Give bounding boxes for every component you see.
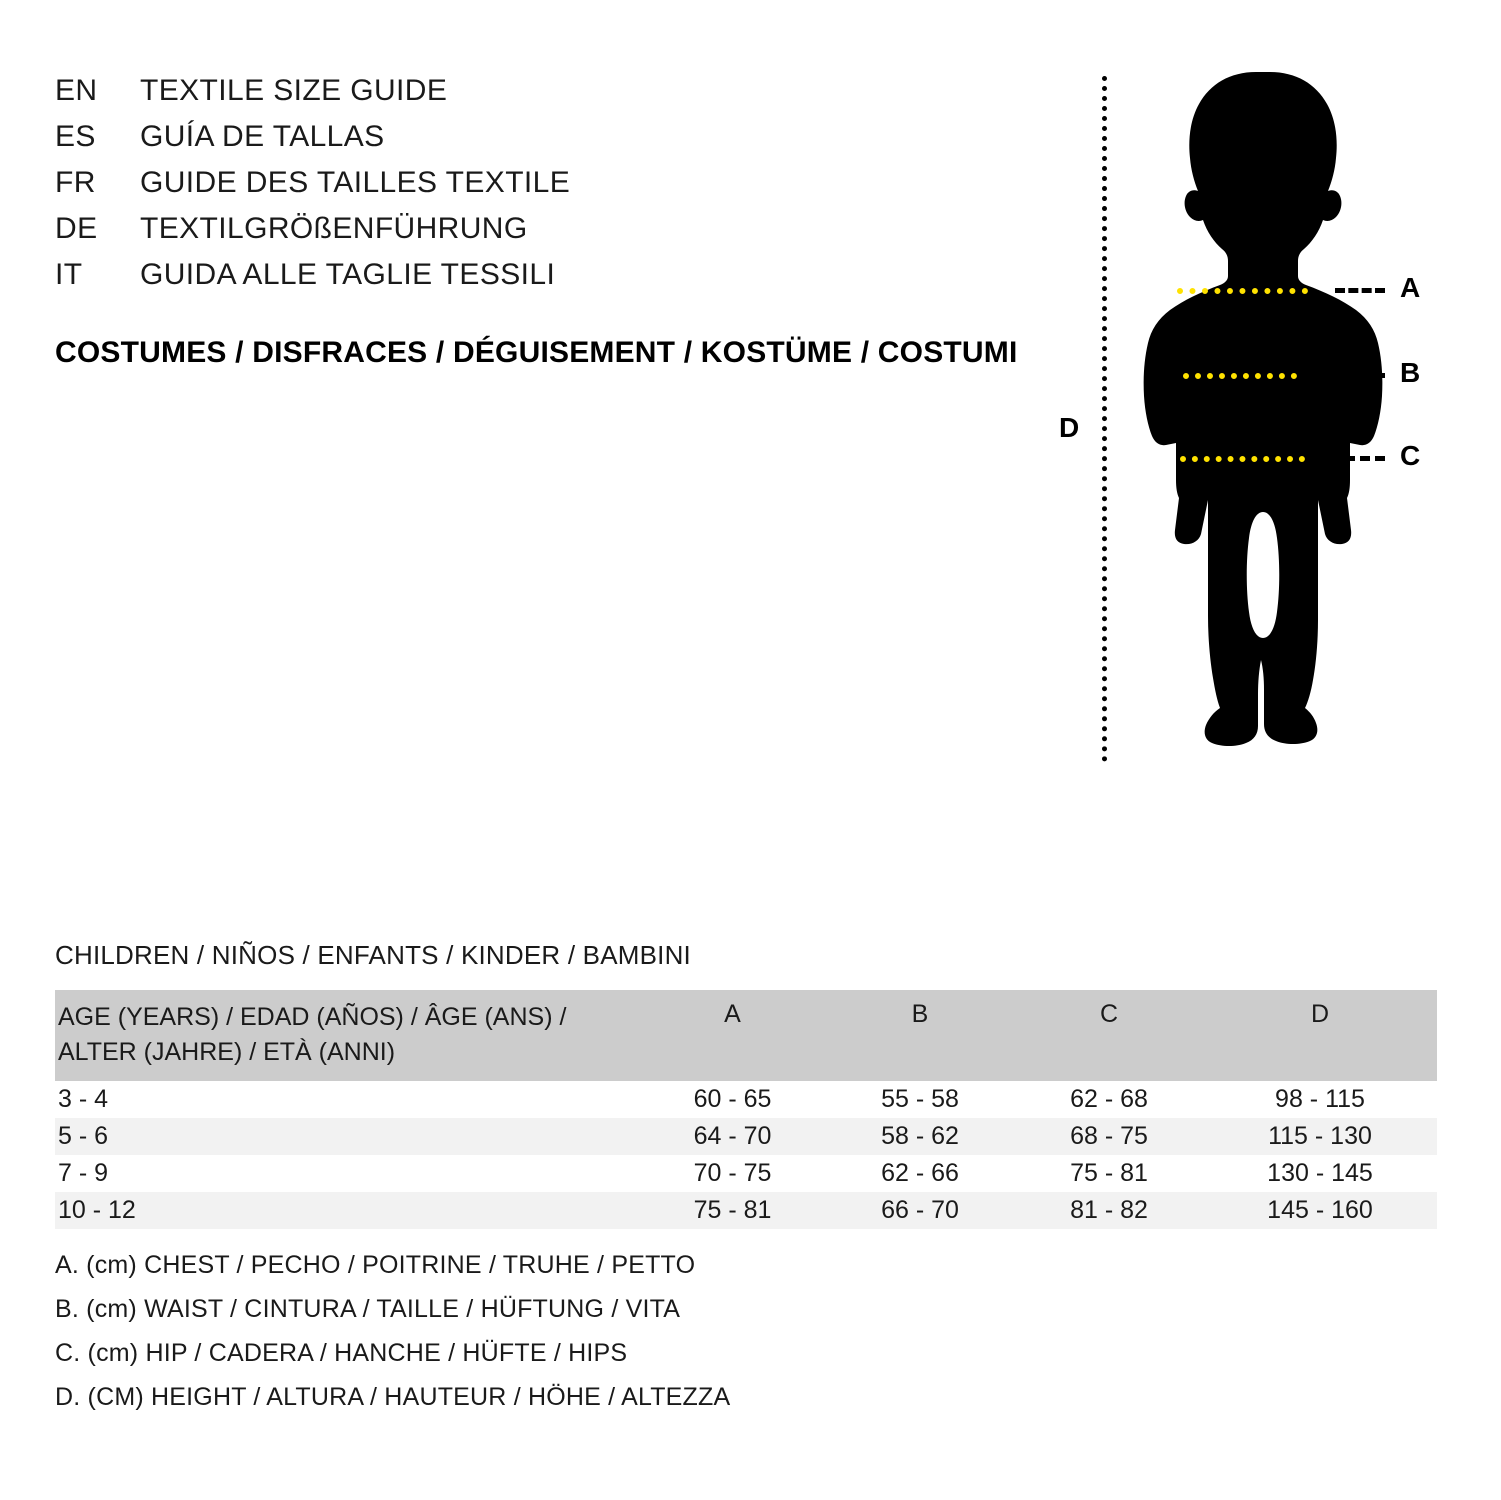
column-header-c: C bbox=[1015, 990, 1203, 1081]
cell-height: 115 - 130 bbox=[1203, 1118, 1437, 1155]
cell-chest: 64 - 70 bbox=[640, 1118, 825, 1155]
chest-leader-line bbox=[1335, 288, 1385, 293]
measurement-legend: A. (cm) CHEST / PECHO / POITRINE / TRUHE… bbox=[55, 1251, 815, 1427]
cell-waist: 58 - 62 bbox=[825, 1118, 1015, 1155]
waist-leader-line bbox=[1330, 373, 1385, 378]
cell-hip: 75 - 81 bbox=[1015, 1155, 1203, 1192]
table-header: AGE (YEARS) / EDAD (AÑOS) / ÂGE (ANS) / … bbox=[55, 990, 1437, 1081]
table-header-row: AGE (YEARS) / EDAD (AÑOS) / ÂGE (ANS) / … bbox=[55, 990, 1437, 1081]
language-header-block: EN TEXTILE SIZE GUIDE ES GUÍA DE TALLAS … bbox=[55, 74, 675, 304]
language-code-en: EN bbox=[55, 74, 98, 107]
cell-height: 145 - 160 bbox=[1203, 1192, 1437, 1229]
cell-waist: 55 - 58 bbox=[825, 1081, 1015, 1118]
language-code-fr: FR bbox=[55, 166, 96, 199]
language-code-es: ES bbox=[55, 120, 96, 153]
chest-measure-line bbox=[1177, 288, 1308, 294]
height-reference-line bbox=[1102, 76, 1107, 762]
language-row-de: DE TEXTILGRÖßENFÜHRUNG bbox=[55, 212, 675, 258]
marker-label-b: B bbox=[1400, 357, 1421, 388]
table-row: 10 - 12 75 - 81 66 - 70 81 - 82 145 - 16… bbox=[55, 1192, 1437, 1229]
marker-label-a: A bbox=[1400, 272, 1421, 303]
language-text-es: GUÍA DE TALLAS bbox=[140, 120, 385, 153]
language-text-de: TEXTILGRÖßENFÜHRUNG bbox=[140, 212, 528, 245]
hip-measure-line bbox=[1180, 456, 1305, 462]
table-row: 7 - 9 70 - 75 62 - 66 75 - 81 130 - 145 bbox=[55, 1155, 1437, 1192]
language-row-it: IT GUIDA ALLE TAGLIE TESSILI bbox=[55, 258, 675, 304]
language-code-it: IT bbox=[55, 258, 83, 291]
legend-item-b: B. (cm) WAIST / CINTURA / TAILLE / HÜFTU… bbox=[55, 1295, 681, 1323]
cell-age: 5 - 6 bbox=[55, 1118, 640, 1155]
table-row: 5 - 6 64 - 70 58 - 62 68 - 75 115 - 130 bbox=[55, 1118, 1437, 1155]
language-row-es: ES GUÍA DE TALLAS bbox=[55, 120, 675, 166]
cell-waist: 62 - 66 bbox=[825, 1155, 1015, 1192]
hip-leader-line bbox=[1330, 456, 1385, 461]
language-text-en: TEXTILE SIZE GUIDE bbox=[140, 74, 448, 107]
child-silhouette-icon bbox=[1143, 72, 1383, 746]
cell-age: 7 - 9 bbox=[55, 1155, 640, 1192]
marker-label-c: C bbox=[1400, 440, 1421, 471]
figure-diagram: D A B C bbox=[1040, 60, 1480, 780]
cell-age: 3 - 4 bbox=[55, 1081, 640, 1118]
cell-height: 130 - 145 bbox=[1203, 1155, 1437, 1192]
language-row-en: EN TEXTILE SIZE GUIDE bbox=[55, 74, 675, 120]
cell-age: 10 - 12 bbox=[55, 1192, 640, 1229]
cell-chest: 75 - 81 bbox=[640, 1192, 825, 1229]
language-text-it: GUIDA ALLE TAGLIE TESSILI bbox=[140, 258, 556, 291]
cell-hip: 81 - 82 bbox=[1015, 1192, 1203, 1229]
language-row-fr: FR GUIDE DES TAILLES TEXTILE bbox=[55, 166, 675, 212]
age-header-line-1: AGE (YEARS) / EDAD (AÑOS) / ÂGE (ANS) / bbox=[58, 1003, 567, 1031]
column-header-d: D bbox=[1203, 990, 1437, 1081]
height-marker-label-d: D bbox=[1059, 412, 1080, 443]
cell-hip: 68 - 75 bbox=[1015, 1118, 1203, 1155]
language-text-fr: GUIDE DES TAILLES TEXTILE bbox=[140, 166, 571, 199]
size-table-section: CHILDREN / NIÑOS / ENFANTS / KINDER / BA… bbox=[55, 940, 1445, 1229]
cell-waist: 66 - 70 bbox=[825, 1192, 1015, 1229]
cell-chest: 70 - 75 bbox=[640, 1155, 825, 1192]
age-header-line-2: ALTER (JAHRE) / ETÀ (ANNI) bbox=[58, 1037, 396, 1066]
waist-measure-line bbox=[1183, 373, 1297, 379]
legend-item-c: C. (cm) HIP / CADERA / HANCHE / HÜFTE / … bbox=[55, 1339, 628, 1367]
legend-item-a: A. (cm) CHEST / PECHO / POITRINE / TRUHE… bbox=[55, 1251, 696, 1279]
column-header-b: B bbox=[825, 990, 1015, 1081]
table-caption: CHILDREN / NIÑOS / ENFANTS / KINDER / BA… bbox=[55, 940, 691, 970]
language-code-de: DE bbox=[55, 212, 98, 245]
cell-hip: 62 - 68 bbox=[1015, 1081, 1203, 1118]
legend-item-d: D. (CM) HEIGHT / ALTURA / HAUTEUR / HÖHE… bbox=[55, 1383, 731, 1411]
cell-chest: 60 - 65 bbox=[640, 1081, 825, 1118]
cell-height: 98 - 115 bbox=[1203, 1081, 1437, 1118]
size-table: AGE (YEARS) / EDAD (AÑOS) / ÂGE (ANS) / … bbox=[55, 990, 1437, 1229]
column-header-a: A bbox=[640, 990, 825, 1081]
column-header-age: AGE (YEARS) / EDAD (AÑOS) / ÂGE (ANS) / … bbox=[55, 990, 640, 1081]
category-title: COSTUMES / DISFRACES / DÉGUISEMENT / KOS… bbox=[55, 336, 1018, 369]
table-body: 3 - 4 60 - 65 55 - 58 62 - 68 98 - 115 5… bbox=[55, 1081, 1437, 1229]
table-row: 3 - 4 60 - 65 55 - 58 62 - 68 98 - 115 bbox=[55, 1081, 1437, 1118]
